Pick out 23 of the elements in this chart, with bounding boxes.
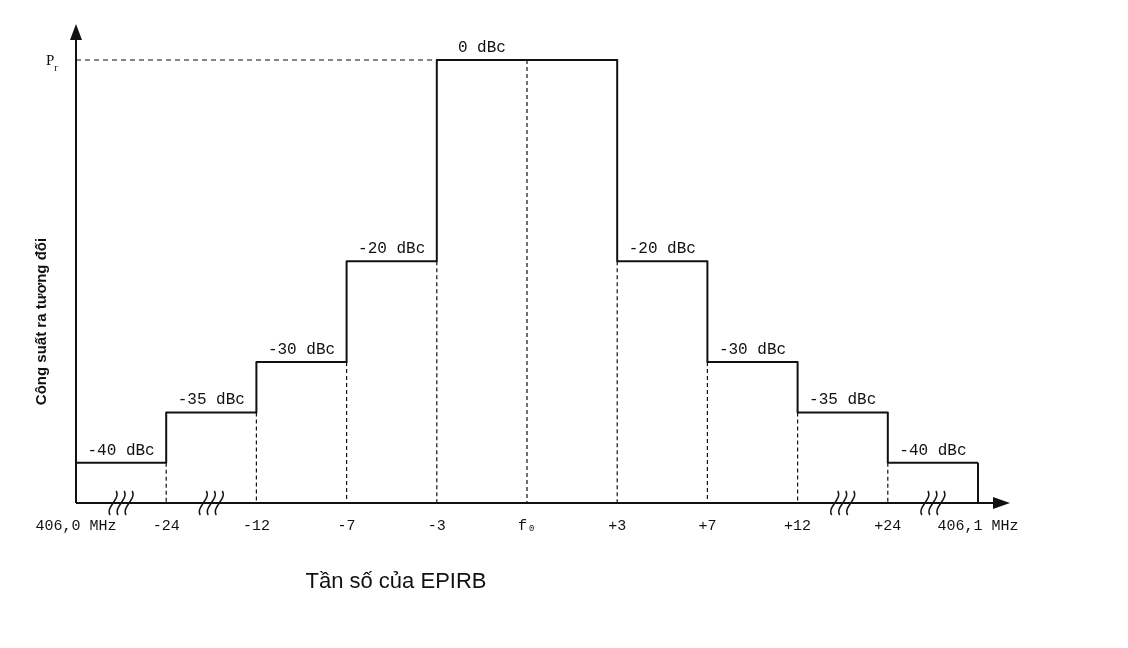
data-label: -40 dBc	[87, 441, 155, 460]
data-label: 0 dBc	[457, 39, 506, 57]
ref-line-label: P$_{r}$	[46, 52, 59, 73]
x-tick-label: -12	[242, 518, 270, 535]
data-label: -35 dBc	[177, 391, 245, 410]
x-tick-label: f₀	[517, 518, 537, 535]
x-tick-label: -7	[337, 518, 356, 535]
x-tick-label: 406,1 MHz	[937, 518, 1019, 535]
data-label: -35 dBc	[809, 391, 877, 410]
x-tick-label: +3	[608, 518, 627, 535]
x-tick-label: -3	[427, 518, 446, 535]
x-tick-label: +24	[874, 518, 902, 535]
x-axis-title: Tần số của EPIRB	[305, 568, 487, 593]
x-tick-label: 406,0 MHz	[35, 518, 117, 535]
data-label: -30 dBc	[267, 341, 336, 360]
data-label: -20 dBc	[628, 240, 696, 259]
x-tick-label: +7	[698, 518, 717, 535]
x-tick-label: -24	[152, 518, 180, 535]
data-label: -30 dBc	[718, 341, 787, 360]
data-label: -20 dBc	[358, 240, 426, 259]
x-tick-label: +12	[784, 518, 812, 535]
y-axis-title: Công suất ra tương đối	[32, 237, 49, 406]
data-label: -40 dBc	[899, 441, 967, 460]
